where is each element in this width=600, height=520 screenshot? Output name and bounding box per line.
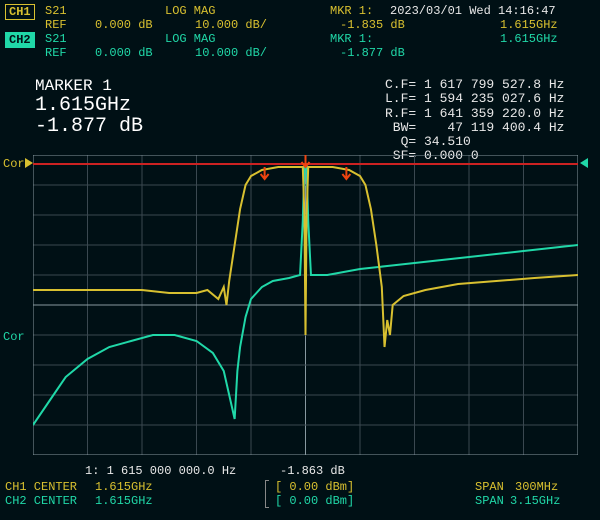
cor-label-ch1: Cor [3, 157, 25, 171]
marker-freq: 1.615GHz [35, 95, 143, 116]
ch1-meas: S21 [45, 4, 67, 18]
ch2-span-lbl: SPAN [475, 494, 504, 508]
ch1-mkr-val: -1.835 dB [340, 18, 405, 32]
ch2-power: [ 0.00 dBm] [275, 494, 354, 508]
ch1-mkr-lbl: MKR 1: [330, 4, 373, 18]
marker-readout-box: MARKER 1 1.615GHz -1.877 dB [35, 78, 143, 137]
trace-plot [33, 155, 578, 455]
ch2-format: LOG MAG [165, 32, 215, 46]
ch1-tag: CH1 [5, 4, 35, 20]
header-readouts: CH1 S21 LOG MAG 2023/03/01 Wed 14:16:47 … [0, 0, 600, 62]
footer-mk1-val: -1.863 dB [280, 464, 345, 478]
ch1-scale: 10.000 dB/ [195, 18, 267, 32]
ref-marker-left-icon [25, 158, 33, 168]
ref-marker-right-icon [580, 158, 588, 168]
ch1-power: [ 0.00 dBm] [275, 480, 354, 494]
ch2-scale: 10.000 dB/ [195, 46, 267, 60]
bandwidth-readouts: C.F= 1 617 799 527.8 Hz L.F= 1 594 235 0… [385, 78, 564, 164]
footer-mk1-line: 1: 1 615 000 000.0 Hz [85, 464, 236, 478]
ch2-mkr-freq: 1.615GHz [500, 32, 558, 46]
timestamp: 2023/03/01 Wed 14:16:47 [390, 4, 556, 18]
ch1-ref-lbl: REF [45, 18, 67, 32]
footer-readouts: 1: 1 615 000 000.0 Hz -1.863 dB CH1 CENT… [0, 462, 600, 520]
marker-val: -1.877 dB [35, 116, 143, 137]
cor-label-ch2: Cor [3, 330, 25, 344]
ch2-tag: CH2 [5, 32, 35, 48]
readout-rf: R.F= 1 641 359 220.0 Hz [385, 107, 564, 121]
ch1-ref-val: 0.000 dB [95, 18, 153, 32]
ch1-format: LOG MAG [165, 4, 215, 18]
ch2-center: 1.615GHz [95, 494, 153, 508]
ch1-mkr-freq: 1.615GHz [500, 18, 558, 32]
ch2-span: 3.15GHz [510, 494, 560, 508]
ch1-span-lbl: SPAN [475, 480, 504, 494]
ch1-center: 1.615GHz [95, 480, 153, 494]
ch2-center-lbl: CH2 CENTER [5, 494, 77, 508]
ch2-ref-val: 0.000 dB [95, 46, 153, 60]
ch2-mkr-val: -1.877 dB [340, 46, 405, 60]
bracket-icon [265, 480, 269, 508]
ch2-meas: S21 [45, 32, 67, 46]
readout-bw: BW= 47 119 400.4 Hz [385, 121, 564, 135]
readout-cf: C.F= 1 617 799 527.8 Hz [385, 78, 564, 92]
readout-q: Q= 34.510 [385, 135, 564, 149]
ch1-center-lbl: CH1 CENTER [5, 480, 77, 494]
ch2-ref-lbl: REF [45, 46, 67, 60]
ch2-mkr-lbl: MKR 1: [330, 32, 373, 46]
readout-lf: L.F= 1 594 235 027.6 Hz [385, 92, 564, 106]
marker-title: MARKER 1 [35, 78, 143, 95]
ch1-span: 300MHz [515, 480, 558, 494]
